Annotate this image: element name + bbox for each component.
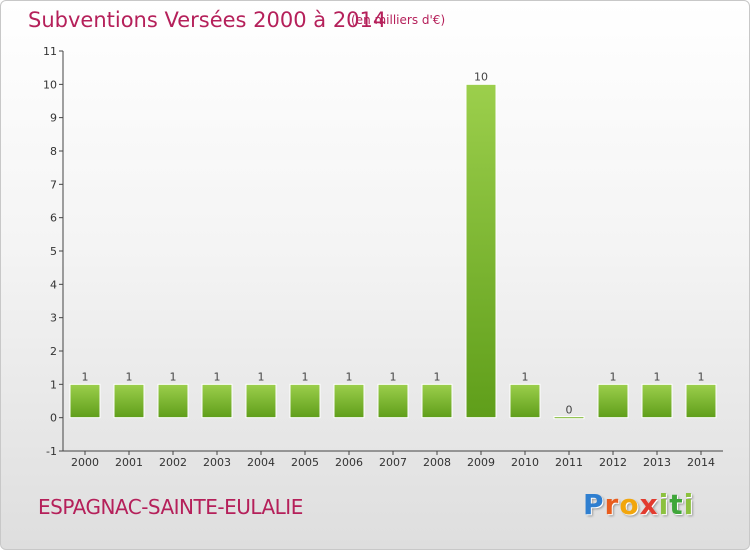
y-tick-label: 9 [50,112,57,125]
chart-bars [69,83,717,420]
logo-letter: P [583,488,605,521]
x-tick-label-2001: 2001 [115,456,143,469]
bar-2005 [289,383,321,419]
x-tick-label-2002: 2002 [159,456,187,469]
bar-2004 [245,383,277,419]
data-label-2005: 1 [302,370,309,383]
data-label-2000: 1 [82,370,89,383]
bar-2012 [597,383,629,419]
logo-letter: x [639,488,659,521]
x-tick-label-2006: 2006 [335,456,363,469]
bar-2011 [553,416,585,420]
proxiti-logo: Proxiti [583,488,694,521]
x-tick-label-2009: 2009 [467,456,495,469]
x-tick-label-2004: 2004 [247,456,275,469]
data-label-2002: 1 [170,370,177,383]
y-tick-label: 3 [50,312,57,325]
logo-letter: r [604,488,620,521]
x-tick-label-2014: 2014 [687,456,715,469]
x-tick-label-2012: 2012 [599,456,627,469]
x-tick-label-2011: 2011 [555,456,583,469]
data-label-2013: 1 [654,370,661,383]
chart-title: Subventions Versées 2000 à 2014 [28,8,387,32]
chart-subtitle: (en milliers d'€) [351,13,446,27]
bar-2006 [333,383,365,419]
logo-letter: i [658,488,670,521]
data-label-2004: 1 [258,370,265,383]
bar-2000 [69,383,101,419]
bar-2010 [509,383,541,419]
data-label-2003: 1 [214,370,221,383]
logo-letter: o [619,488,640,521]
y-tick-label: 0 [50,412,57,425]
data-label-2012: 1 [610,370,617,383]
y-tick-label: 7 [50,178,57,191]
bar-2003 [201,383,233,419]
y-tick-label: -1 [46,445,57,458]
data-label-2001: 1 [126,370,133,383]
y-tick-label: 11 [43,45,57,58]
data-label-2014: 1 [698,370,705,383]
x-tick-label-2013: 2013 [643,456,671,469]
data-label-2009: 10 [474,70,488,83]
y-tick-label: 6 [50,212,57,225]
x-tick-label-2007: 2007 [379,456,407,469]
x-tick-label-2003: 2003 [203,456,231,469]
y-tick-label: 2 [50,345,57,358]
data-label-2007: 1 [390,370,397,383]
data-label-2010: 1 [522,370,529,383]
y-tick-label: 10 [43,78,57,91]
bar-2008 [421,383,453,419]
x-tick-label-2008: 2008 [423,456,451,469]
y-tick-label: 8 [50,145,57,158]
logo-letter: i [683,488,695,521]
data-label-2011: 0 [566,404,573,417]
logo-letter: t [669,488,684,521]
commune-name: ESPAGNAC-SAINTE-EULALIE [38,495,303,519]
bar-2001 [113,383,145,419]
bar-2009 [465,83,497,419]
x-tick-label-2005: 2005 [291,456,319,469]
y-tick-label: 1 [50,378,57,391]
data-label-2008: 1 [434,370,441,383]
bar-2013 [641,383,673,419]
bar-2007 [377,383,409,419]
bar-2002 [157,383,189,419]
y-tick-label: 4 [50,278,57,291]
data-label-2006: 1 [346,370,353,383]
bar-2014 [685,383,717,419]
x-tick-label-2000: 2000 [71,456,99,469]
y-tick-label: 5 [50,245,57,258]
x-tick-label-2010: 2010 [511,456,539,469]
